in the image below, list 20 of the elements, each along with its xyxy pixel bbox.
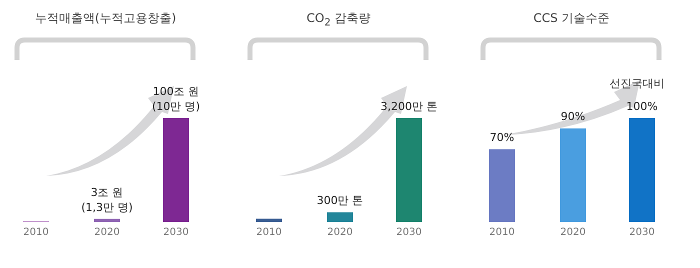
data-label: 3,200만 톤 (380, 99, 438, 114)
x-tick-label: 2010 (255, 227, 283, 238)
x-tick-label: 2030 (162, 227, 190, 238)
data-label: 90% (560, 109, 586, 124)
data-label: 70% (488, 130, 516, 146)
x-tick-label: 2030 (628, 227, 656, 238)
data-label: 3조 원 (1,3만 명) (80, 184, 134, 215)
x-tick-label: 2020 (93, 227, 121, 238)
x-tick-label: 2020 (326, 227, 354, 238)
chart-title: CCS 기술수준 (532, 10, 611, 27)
chart-title: 누적매출액(누적고용창출) (34, 10, 178, 27)
x-tick-label: 2020 (559, 227, 587, 238)
chart-title: CO$_{2}$ 감축량 (305, 10, 372, 28)
x-tick-label: 2030 (395, 227, 423, 238)
data-label: 100% (625, 99, 659, 114)
x-tick-label: 2010 (488, 227, 516, 238)
data-label: 300만 톤 (316, 193, 364, 208)
text: 선진국대비 (608, 76, 666, 91)
data-label: 100조 원 (10만 명) (150, 84, 202, 114)
x-tick-label: 2010 (22, 227, 50, 238)
